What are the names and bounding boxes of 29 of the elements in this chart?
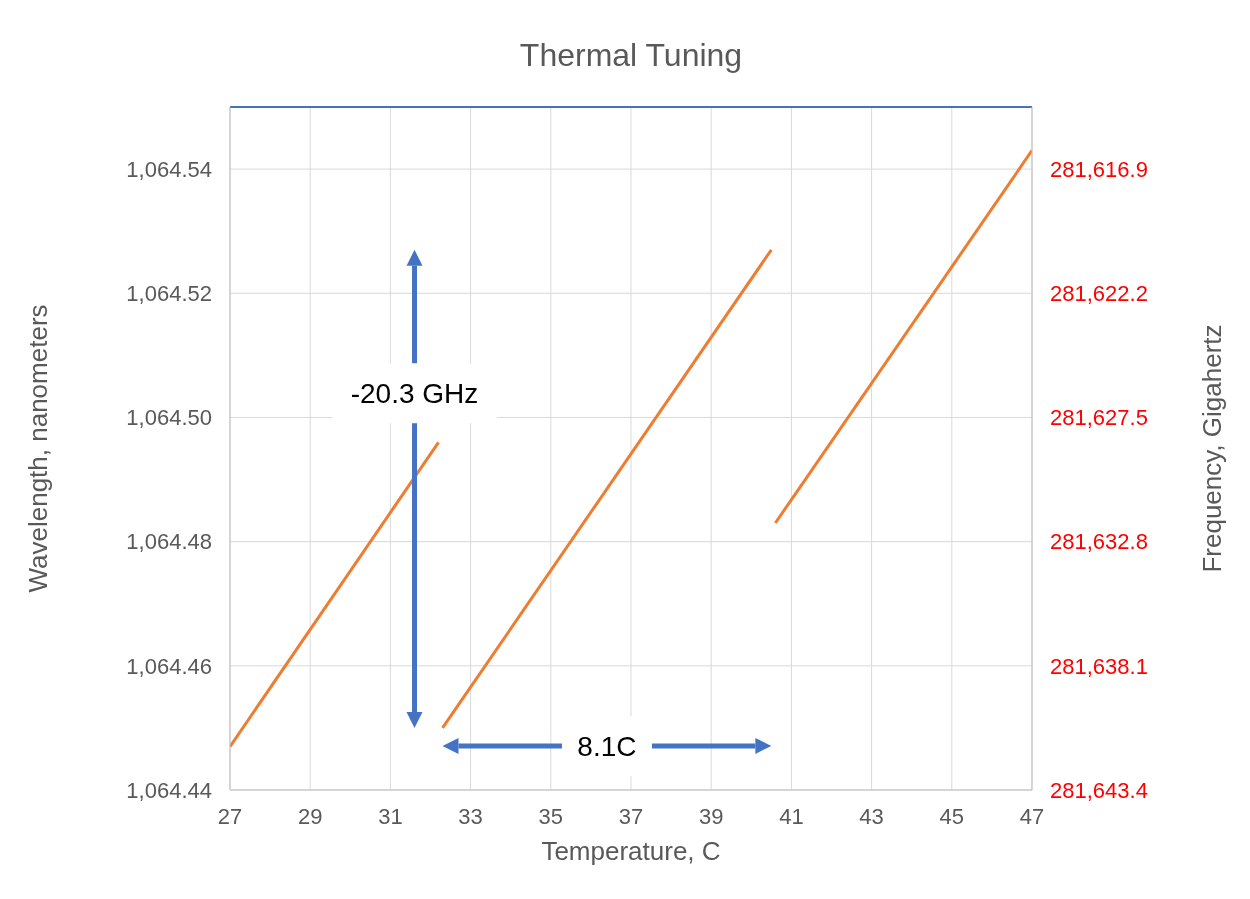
x-axis-title: Temperature, C [541,836,721,866]
chart-title: Thermal Tuning [519,37,743,73]
annotation: 8.1C [577,730,637,762]
x-tick-label: 31 [378,803,403,829]
x-tick-label: 35 [538,803,564,829]
y-tick-label: 1,064.46 [126,653,212,679]
y2-axis-title: Frequency, Gigahertz [1197,324,1228,573]
x-tick-label: 33 [458,803,483,829]
y2-tick-label: 281,643.4 [1050,777,1148,803]
x-tick-label: 45 [939,803,965,829]
y2-tick-label: 281,632.8 [1050,529,1148,555]
x-tick-label: 39 [698,803,724,829]
y-tick-label: 1,064.44 [126,777,212,803]
x-tick-label: 41 [779,803,804,829]
x-tick-label: 43 [859,803,884,829]
y-axis-title: Wavelength, nanometers [23,304,54,593]
y2-tick-label: 281,627.5 [1050,405,1148,431]
y-tick-label: 1,064.48 [126,529,212,555]
y2-tick-label: 281,616.9 [1050,156,1148,182]
annotation: -20.3 GHz [350,378,479,410]
x-tick-label: 27 [217,803,243,829]
x-tick-label: 37 [618,803,644,829]
y-tick-label: 1,064.52 [126,281,212,307]
y2-tick-label: 281,638.1 [1050,653,1148,679]
y-tick-label: 1,064.50 [126,405,212,431]
y-tick-label: 1,064.54 [126,156,212,182]
y2-tick-label: 281,622.2 [1050,281,1148,307]
x-tick-label: 47 [1019,803,1045,829]
x-tick-label: 29 [297,803,323,829]
